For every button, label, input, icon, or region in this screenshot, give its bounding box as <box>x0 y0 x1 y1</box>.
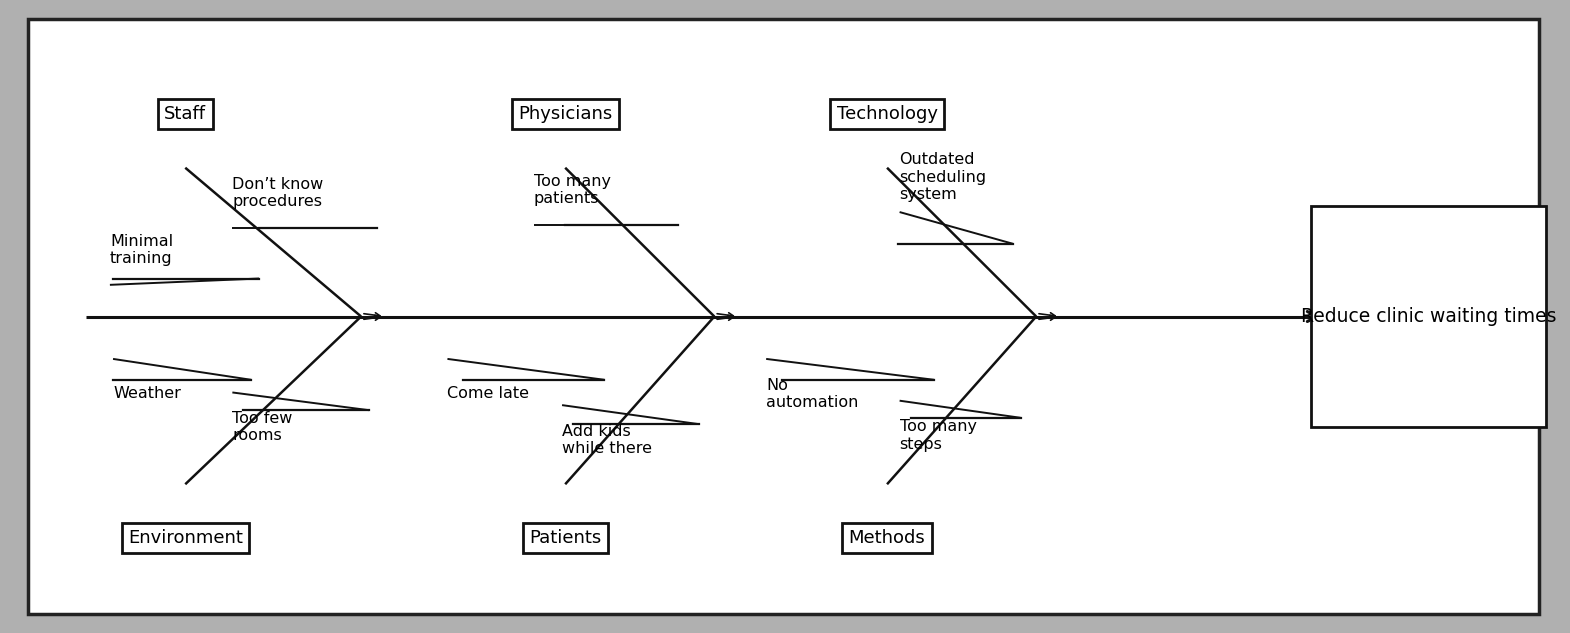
Text: Too few
rooms: Too few rooms <box>232 411 292 444</box>
Text: Don’t know
procedures: Don’t know procedures <box>232 177 323 210</box>
Text: Staff: Staff <box>165 105 206 123</box>
FancyBboxPatch shape <box>1311 206 1546 427</box>
Text: Minimal
training: Minimal training <box>110 234 173 266</box>
Text: Technology: Technology <box>837 105 937 123</box>
FancyBboxPatch shape <box>28 19 1539 614</box>
Text: Patients: Patients <box>529 529 601 547</box>
Text: Too many
patients: Too many patients <box>534 173 611 206</box>
Text: Physicians: Physicians <box>518 105 612 123</box>
Text: Come late: Come late <box>447 386 529 401</box>
Text: Too many
steps: Too many steps <box>900 419 977 452</box>
Text: Reduce clinic waiting times: Reduce clinic waiting times <box>1302 307 1556 326</box>
Text: Add kids
while there: Add kids while there <box>562 423 652 456</box>
Text: Outdated
scheduling
system: Outdated scheduling system <box>900 153 986 202</box>
Text: Methods: Methods <box>849 529 925 547</box>
Text: Environment: Environment <box>127 529 243 547</box>
Text: Weather: Weather <box>113 386 181 401</box>
Text: No
automation: No automation <box>766 377 859 410</box>
